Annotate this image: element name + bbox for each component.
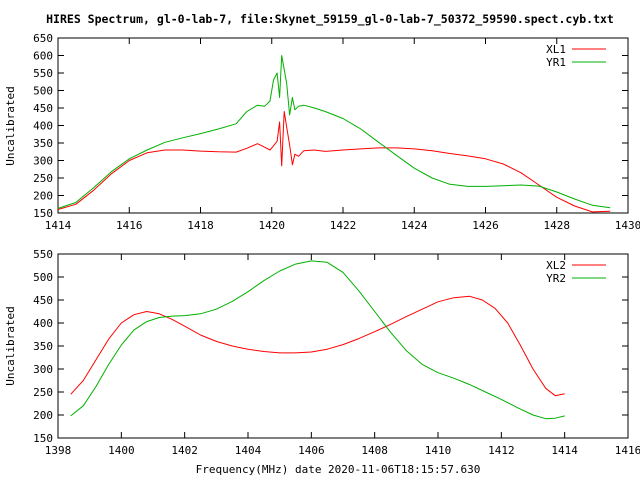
y-tick-label: 150 — [33, 207, 53, 220]
x-axis-label: Frequency(MHz) date 2020-11-06T18:15:57.… — [196, 463, 481, 476]
y-tick-label: 200 — [33, 190, 53, 203]
y-tick-label: 400 — [33, 317, 53, 330]
y-tick-label: 200 — [33, 409, 53, 422]
lower-plot: 1398 1400 1402 1404 1406 1408 1410 1412 1414 1416… — [4, 248, 640, 457]
legend-label: XL1 — [546, 43, 566, 56]
x-tick-label: 1426 — [472, 219, 499, 232]
plot-frame — [57, 253, 629, 439]
x-tick-label: 1408 — [361, 444, 388, 457]
y-tick-label: 550 — [33, 67, 53, 80]
x-tick-label: 1416 — [116, 219, 143, 232]
x-tick-label: 1406 — [298, 444, 325, 457]
chart-title: HIRES Spectrum, gl-0-lab-7, file:Skynet_… — [46, 12, 614, 27]
x-tick-label: 1430 — [615, 219, 640, 232]
upper-plot: 1414 1416 1418 1420 1422 1424 1426 1428 1430 150 2… — [4, 32, 640, 232]
y-tick-label: 550 — [33, 248, 53, 261]
x-tick-label: 1424 — [401, 219, 428, 232]
y-axis-label: Uncalibrated — [4, 306, 17, 385]
y-tick-label: 350 — [33, 340, 53, 353]
y-tick-label: 450 — [33, 294, 53, 307]
plot-frame — [57, 37, 629, 214]
x-tick-label: 1422 — [330, 219, 357, 232]
y-tick-label: 300 — [33, 363, 53, 376]
x-tick-label: 1402 — [171, 444, 198, 457]
y-tick-label: 500 — [33, 271, 53, 284]
series-line-xl2 — [70, 295, 565, 397]
x-tick-label: 1414 — [551, 444, 578, 457]
y-tick-label: 450 — [33, 102, 53, 115]
y-tick-label: 250 — [33, 172, 53, 185]
x-tick-label: 1420 — [259, 219, 286, 232]
y-tick-label: 250 — [33, 386, 53, 399]
y-tick-label: 600 — [33, 50, 53, 63]
x-tick-label: 1416 — [615, 444, 640, 457]
series-line-yr1 — [57, 55, 611, 209]
x-tick-label: 1400 — [108, 444, 135, 457]
y-tick-label: 500 — [33, 85, 53, 98]
x-tick-label: 1404 — [235, 444, 262, 457]
legend-label: XL2 — [546, 259, 566, 272]
y-tick-label: 300 — [33, 155, 53, 168]
y-axis-label: Uncalibrated — [4, 86, 17, 165]
legend-label: YR1 — [546, 56, 566, 69]
x-tick-label: 1410 — [425, 444, 452, 457]
x-tick-label: 1414 — [45, 219, 72, 232]
y-tick-label: 650 — [33, 32, 53, 45]
y-tick-label: 350 — [33, 137, 53, 150]
y-tick-label: 150 — [33, 432, 53, 445]
series-line-xl1 — [57, 111, 611, 213]
legend-label: YR2 — [546, 272, 566, 285]
x-tick-label: 1398 — [45, 444, 72, 457]
x-tick-label: 1428 — [544, 219, 571, 232]
series-line-yr2 — [70, 260, 565, 420]
x-tick-label: 1412 — [488, 444, 515, 457]
y-tick-label: 400 — [33, 120, 53, 133]
x-tick-label: 1418 — [187, 219, 214, 232]
